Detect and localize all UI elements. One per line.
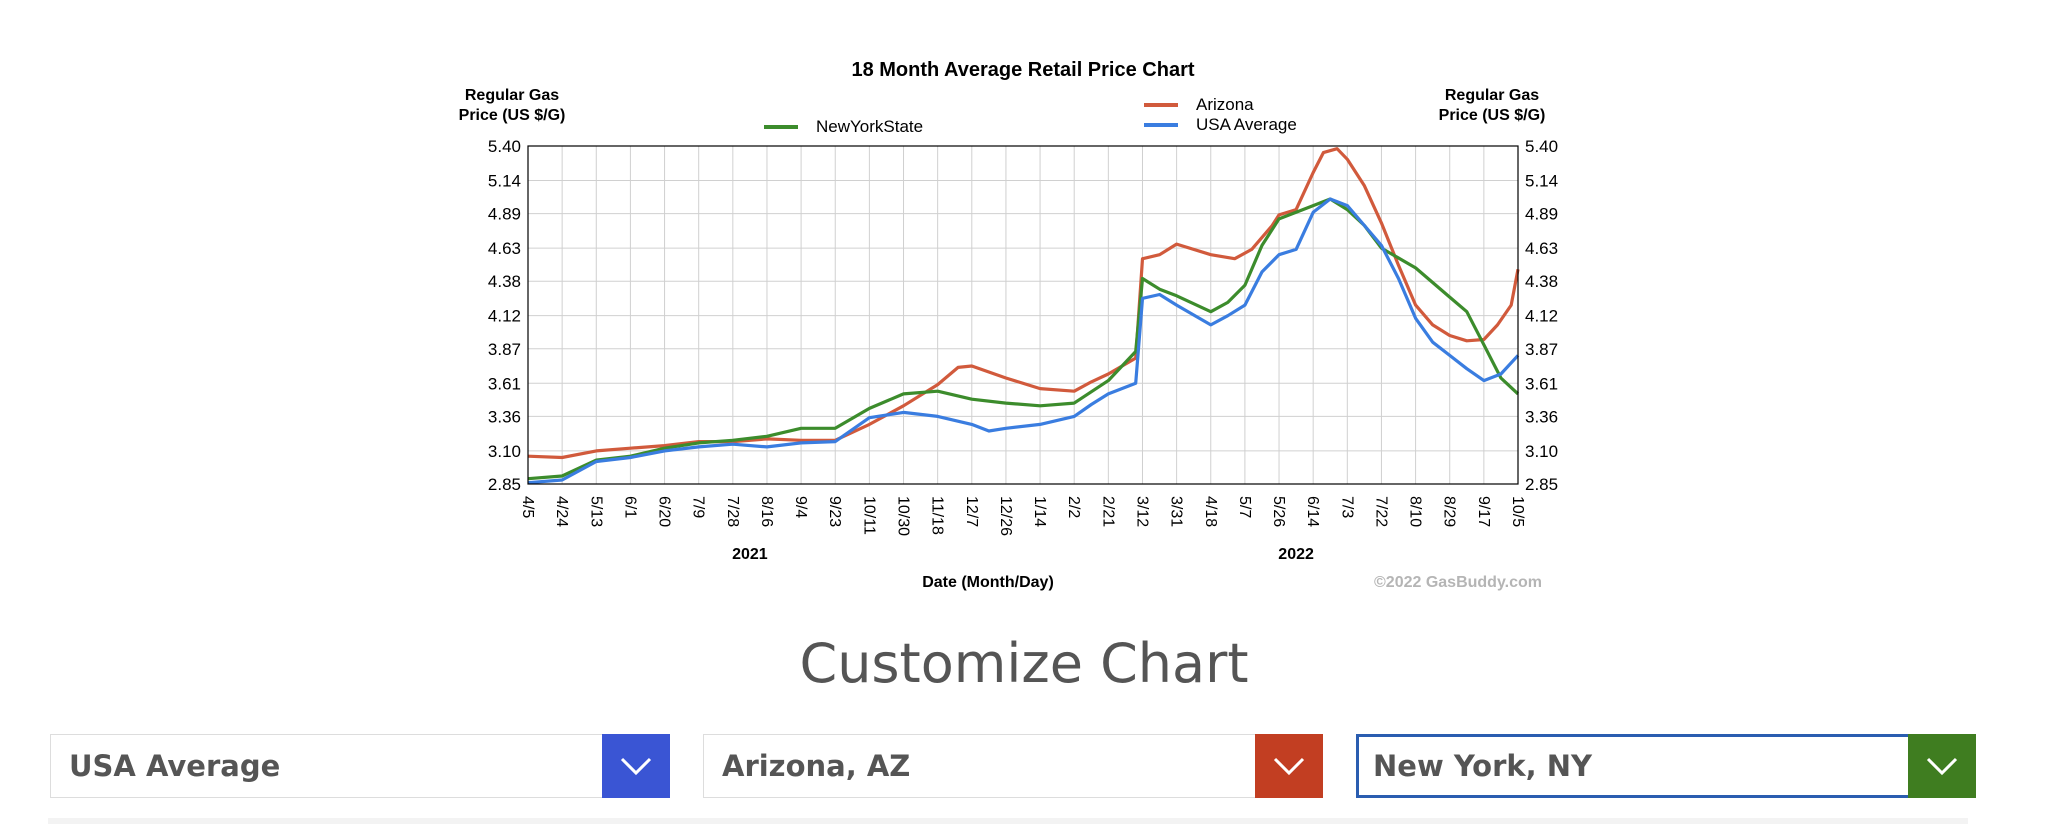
x-tick-label: 6/14 [1304, 496, 1321, 527]
series-select-usa[interactable]: USA Average [50, 734, 670, 798]
y-tick-label-right: 4.63 [1525, 239, 1558, 258]
x-tick-label: 9/17 [1475, 496, 1492, 527]
y-tick-label-right: 4.38 [1525, 272, 1558, 291]
x-tick-label: 5/26 [1270, 496, 1287, 527]
x-tick-label: 9/23 [826, 496, 843, 527]
series-select-arizona[interactable]: Arizona, AZ [703, 734, 1323, 798]
y-tick-label-right: 2.85 [1525, 475, 1558, 494]
customize-chart-heading: Customize Chart [799, 632, 1249, 695]
x-tick-label: 10/30 [895, 496, 912, 536]
x-tick-label: 2/2 [1065, 496, 1082, 518]
x-tick-label: 3/12 [1133, 496, 1150, 527]
series-line-arizona [527, 147, 1520, 460]
dropdown-button[interactable] [602, 734, 670, 798]
bottom-divider [48, 818, 1968, 824]
x-tick-label: 7/22 [1372, 496, 1389, 527]
x-tick-label: 9/4 [792, 496, 809, 518]
gas-price-chart: 2.85 3.10 3.36 3.61 3.87 4.12 4.38 4.63 4.89 5.14… [448, 48, 1576, 593]
series-line-newyorkstate [527, 197, 1520, 481]
x-axis: 4/5 4/24 5/13 6/1 6/20 7/9 7/28 8/16 9/4 9/23 10/1… [519, 496, 1526, 536]
year-label: 2021 [732, 546, 768, 563]
y-axis-right: 2.85 3.10 3.36 3.61 3.87 4.12 4.38 4.63 4.89 5.14… [1525, 137, 1558, 494]
x-tick-label: 8/29 [1441, 496, 1458, 527]
x-tick-label: 12/26 [997, 496, 1014, 536]
select-value: USA Average [69, 749, 281, 783]
year-labels: 2021 2022 [732, 546, 1314, 563]
x-tick-label: 4/5 [519, 496, 536, 518]
x-tick-label: 1/14 [1031, 496, 1048, 527]
chevron-down-icon [1926, 757, 1958, 776]
y-tick-label-left: 2.85 [488, 475, 521, 494]
x-tick-label: 5/7 [1236, 496, 1253, 518]
y-axis-label-left: Regular Gas Price (US $/G) [459, 87, 566, 124]
x-tick-label: 10/5 [1509, 496, 1526, 527]
y-axis-label-right: Regular Gas Price (US $/G) [1439, 87, 1546, 124]
chart-series [527, 147, 1520, 485]
x-tick-label: 7/9 [690, 496, 707, 518]
legend-label: USA Average [1196, 115, 1297, 134]
chart-canvas: 2.85 3.10 3.36 3.61 3.87 4.12 4.38 4.63 4.89 5.14… [459, 59, 1558, 591]
series-select-newyork[interactable]: New York, NY [1356, 734, 1976, 798]
y-tick-label-left: 3.36 [488, 407, 521, 426]
x-tick-label: 3/31 [1168, 496, 1185, 527]
y-tick-label-left: 3.87 [488, 340, 521, 359]
y-tick-label-left: 3.10 [488, 442, 521, 461]
legend-label: NewYorkState [816, 117, 923, 136]
dropdown-button[interactable] [1908, 734, 1976, 798]
chevron-down-icon [1273, 757, 1305, 776]
x-tick-label: 8/16 [758, 496, 775, 527]
y-axis-left: 2.85 3.10 3.36 3.61 3.87 4.12 4.38 4.63 4.89 5.14… [488, 137, 521, 494]
y-tick-label-left: 3.61 [488, 374, 521, 393]
y-tick-label-right: 4.12 [1525, 307, 1558, 326]
y-tick-label-right: 4.89 [1525, 205, 1558, 224]
y-tick-label-right: 3.87 [1525, 340, 1558, 359]
dropdown-button[interactable] [1255, 734, 1323, 798]
x-tick-label: 5/13 [587, 496, 604, 527]
series-line-usa-average [527, 197, 1520, 485]
y-tick-label-left: 5.40 [488, 137, 521, 156]
y-tick-label-left: 5.14 [488, 171, 521, 190]
x-tick-label: 11/18 [929, 496, 946, 535]
y-tick-label-left: 4.38 [488, 272, 521, 291]
plot-frame [527, 145, 1519, 485]
x-axis-label: Date (Month/Day) [922, 574, 1054, 591]
y-tick-label-right: 5.40 [1525, 137, 1558, 156]
x-tick-label: 12/7 [963, 496, 980, 527]
select-value: Arizona, AZ [722, 749, 911, 783]
x-tick-label: 4/18 [1202, 496, 1219, 527]
y-tick-label-left: 4.63 [488, 239, 521, 258]
x-tick-label: 10/11 [860, 496, 877, 535]
y-tick-label-right: 3.61 [1525, 374, 1558, 393]
select-value: New York, NY [1373, 749, 1593, 783]
x-tick-label: 4/24 [553, 496, 570, 527]
x-tick-label: 6/20 [656, 496, 673, 527]
y-tick-label-right: 5.14 [1525, 171, 1558, 190]
y-tick-label-right: 3.36 [1525, 407, 1558, 426]
y-tick-label-left: 4.12 [488, 307, 521, 326]
x-tick-label: 7/28 [724, 496, 741, 527]
legend-label: Arizona [1196, 95, 1254, 114]
copyright-credit: ©2022 GasBuddy.com [1374, 574, 1542, 591]
year-label: 2022 [1278, 546, 1314, 563]
chevron-down-icon [620, 757, 652, 776]
y-tick-label-right: 3.10 [1525, 442, 1558, 461]
x-tick-label: 2/21 [1099, 496, 1116, 527]
x-tick-label: 8/10 [1407, 496, 1424, 527]
y-tick-label-left: 4.89 [488, 205, 521, 224]
x-tick-label: 7/3 [1338, 496, 1355, 518]
chart-title: 18 Month Average Retail Price Chart [851, 59, 1194, 81]
x-tick-label: 6/1 [621, 496, 638, 518]
